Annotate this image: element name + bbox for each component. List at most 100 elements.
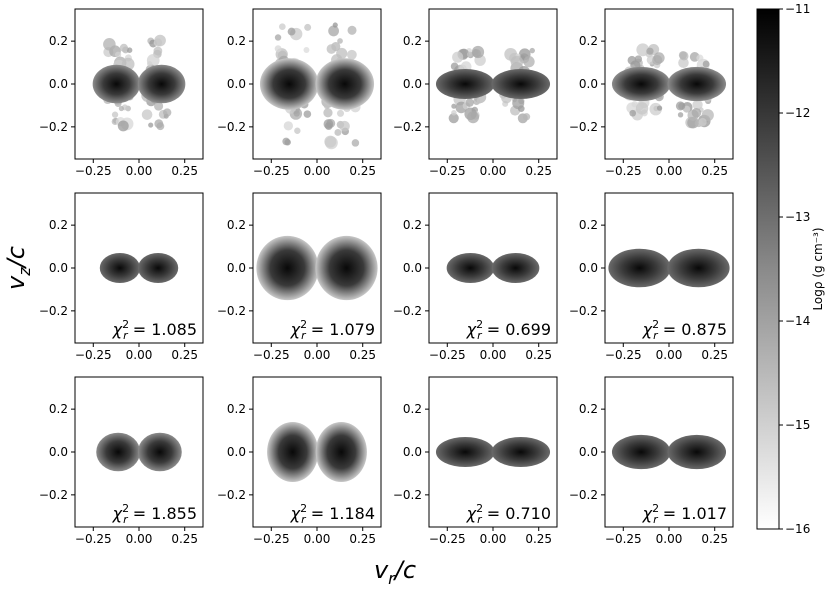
scatter-blob <box>636 43 650 57</box>
scatter-blob <box>466 51 473 58</box>
chi2-subscript: r <box>123 329 129 342</box>
scatter-blob <box>115 51 122 58</box>
scatter-blob <box>328 25 339 37</box>
lobe-left <box>435 69 495 99</box>
lobe-right <box>667 248 730 288</box>
colorbar-tick-label: −11 <box>785 2 810 16</box>
scatter-blob <box>678 51 687 60</box>
x-tick-label: −0.25 <box>253 348 290 362</box>
chi2-symbol: χ <box>112 320 123 339</box>
x-tick-label: 0.00 <box>126 348 153 362</box>
density-map <box>611 43 727 129</box>
x-tick-label: 0.25 <box>349 164 376 178</box>
scatter-blob <box>656 105 663 111</box>
x-axis-label-sub: r <box>388 569 396 587</box>
scatter-blob <box>476 97 483 104</box>
x-tick-label: 0.25 <box>701 532 728 546</box>
y-tick-label: −0.2 <box>569 304 598 318</box>
density-map <box>259 22 375 150</box>
scatter-blob <box>141 109 153 120</box>
y-tick-label: −0.2 <box>217 488 246 502</box>
scatter-blob <box>471 45 485 59</box>
y-tick-label: −0.2 <box>569 488 598 502</box>
scatter-blob <box>117 120 129 132</box>
y-tick-label: 0.2 <box>403 34 422 48</box>
scatter-blob <box>451 103 457 109</box>
density-map <box>96 432 182 472</box>
scatter-blob <box>303 47 310 53</box>
density-map <box>608 248 730 288</box>
density-map <box>446 253 540 283</box>
x-tick-label: 0.00 <box>480 348 507 362</box>
density-map <box>92 34 186 132</box>
lobe-left <box>435 437 495 467</box>
y-tick-label: −0.2 <box>393 488 422 502</box>
y-tick-label: 0.0 <box>227 445 246 459</box>
colorbar-tick-label: −14 <box>785 314 810 328</box>
colorbar-tick-label: −15 <box>785 418 810 432</box>
scatter-blob <box>452 51 464 63</box>
y-axis-label-v: v <box>2 275 30 290</box>
x-tick-label: 0.00 <box>656 164 683 178</box>
chi2-superscript: 2 <box>122 502 129 515</box>
scatter-blob <box>147 61 153 67</box>
x-tick-label: 0.00 <box>304 348 331 362</box>
x-tick-label: 0.00 <box>126 532 153 546</box>
scatter-blob <box>451 110 457 116</box>
panel-2-3: −0.25 0.00 0.25 0.2 0.0 −0.2 χ2 r = 1.017 <box>569 376 734 546</box>
y-axis-label: vz/c <box>2 246 34 290</box>
panel-0-1: −0.25 0.00 0.25 0.2 0.0 −0.2 <box>217 8 382 178</box>
lobe-right <box>137 432 182 472</box>
scatter-blob <box>512 97 525 110</box>
y-tick-label: −0.2 <box>569 120 598 134</box>
chi2-value: = 1.085 <box>128 320 197 339</box>
panel-1-2: −0.25 0.00 0.25 0.2 0.0 −0.2 χ2 r = 0.699 <box>393 192 558 362</box>
chi2-annotation: χ2 r = 1.085 <box>112 318 197 342</box>
scatter-blob <box>103 37 116 51</box>
chi2-annotation: χ2 r = 1.079 <box>290 318 375 342</box>
y-tick-label: 0.0 <box>49 445 68 459</box>
scatter-blob <box>465 98 474 107</box>
lobe-right <box>315 58 375 110</box>
lobe-right <box>315 235 378 301</box>
colorbar-tick-label: −12 <box>785 106 810 120</box>
y-tick-label: −0.2 <box>217 120 246 134</box>
density-map <box>256 235 378 301</box>
lobe-right <box>667 66 727 102</box>
chi2-superscript: 2 <box>300 502 307 515</box>
scatter-blob <box>336 109 345 117</box>
x-tick-label: 0.25 <box>701 164 728 178</box>
x-tick-label: 0.00 <box>480 164 507 178</box>
x-tick-label: 0.00 <box>304 532 331 546</box>
x-tick-label: 0.25 <box>525 348 552 362</box>
density-map <box>99 253 179 283</box>
lobe-left <box>99 253 141 283</box>
panel-0-0: −0.25 0.00 0.25 0.2 0.0 −0.2 <box>39 8 204 178</box>
x-tick-label: 0.25 <box>171 532 198 546</box>
x-tick-label: −0.25 <box>75 348 112 362</box>
scatter-blob <box>678 57 689 68</box>
chi2-value: = 0.699 <box>482 320 551 339</box>
scatter-blob <box>678 102 686 110</box>
y-tick-label: 0.0 <box>49 77 68 91</box>
chi2-symbol: χ <box>642 320 653 339</box>
x-tick-label: 0.00 <box>480 532 507 546</box>
scatter-blob <box>629 109 637 117</box>
scatter-blob <box>278 23 286 31</box>
y-tick-label: 0.0 <box>227 261 246 275</box>
x-tick-label: 0.25 <box>349 532 376 546</box>
colorbar-tick-label: −16 <box>785 522 810 536</box>
x-tick-label: −0.25 <box>605 532 642 546</box>
x-tick-label: −0.25 <box>75 164 112 178</box>
colorbar-gradient <box>756 8 780 530</box>
x-tick-label: 0.25 <box>349 348 376 362</box>
lobe-left <box>267 422 319 482</box>
y-tick-label: 0.2 <box>579 218 598 232</box>
y-tick-label: 0.0 <box>579 445 598 459</box>
chi2-superscript: 2 <box>476 502 483 515</box>
x-tick-label: −0.25 <box>429 164 466 178</box>
y-tick-label: 0.0 <box>49 261 68 275</box>
y-tick-label: 0.0 <box>579 77 598 91</box>
chi2-subscript: r <box>123 513 129 526</box>
scatter-blob <box>148 122 154 128</box>
